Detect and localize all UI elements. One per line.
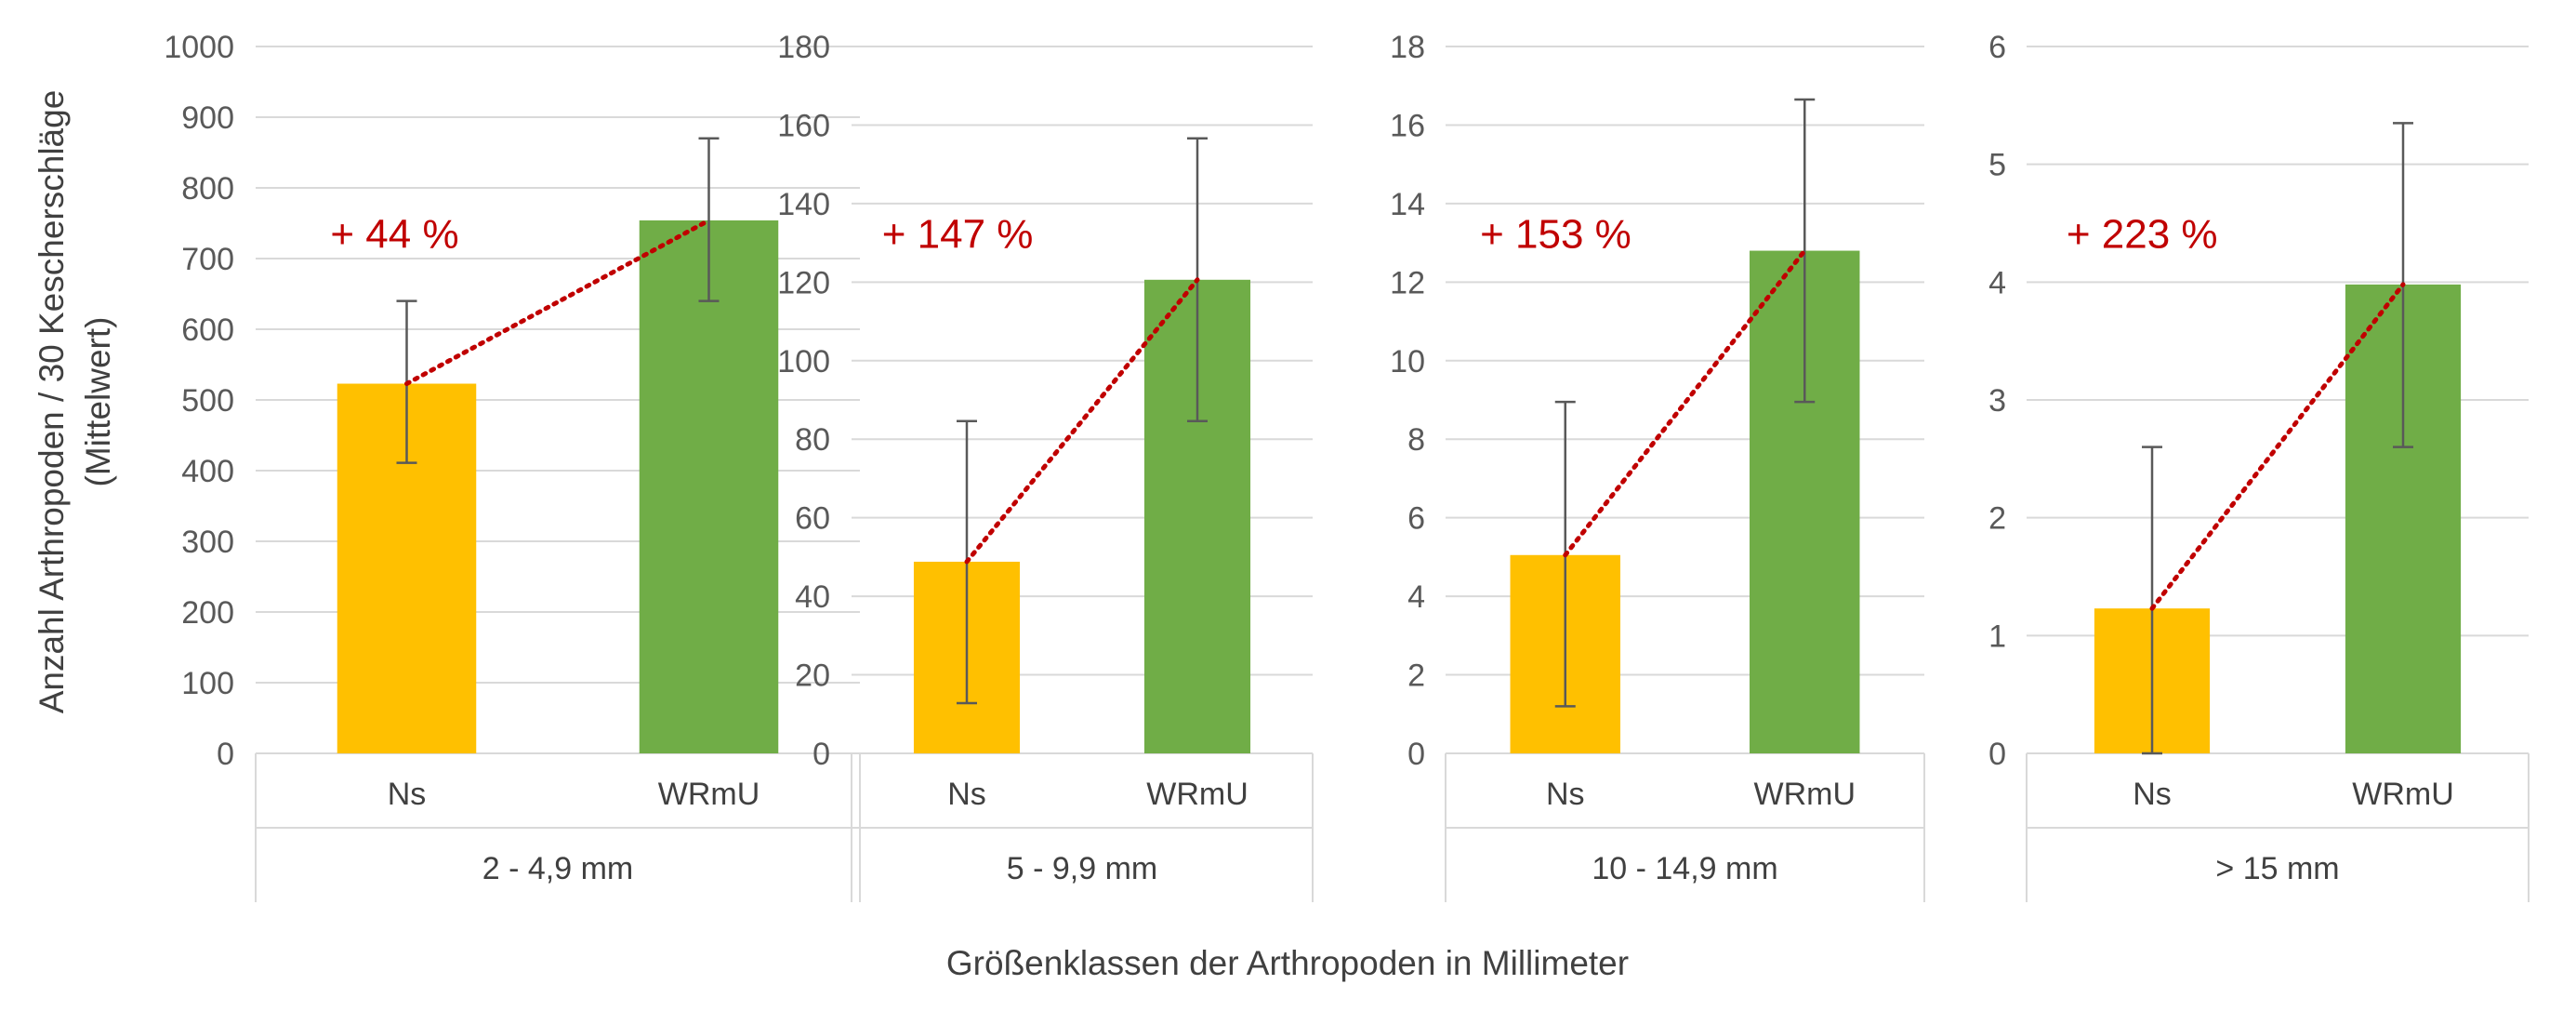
y-tick-label: 8	[1407, 422, 1425, 458]
y-tick-label: 120	[777, 265, 830, 300]
trend-connector	[404, 218, 711, 387]
bar-wrmu	[639, 219, 779, 753]
y-tick-label: 900	[181, 100, 234, 136]
percent-annotation: + 223 %	[2067, 212, 2218, 258]
y-tick-label: 600	[181, 313, 234, 348]
y-tick-label: 100	[181, 666, 234, 701]
y-tick-label: 20	[795, 658, 830, 694]
y-tick-label: 180	[777, 30, 830, 65]
chart-panel: 0 2 4 6 8 10 12 14 16 18 Ns WRmU + 153 % 10 - 14,9 mm	[1390, 30, 1925, 902]
category-label: WRmU	[2352, 777, 2454, 812]
y-tick-label: 40	[795, 579, 830, 615]
y-tick-label: 0	[217, 737, 234, 772]
y-tick-label: 6	[1988, 30, 2006, 65]
y-tick-label: 14	[1390, 187, 1425, 222]
y-tick-label: 3	[1988, 383, 2006, 419]
y-tick-label: 200	[181, 595, 234, 631]
y-tick-label: 0	[812, 737, 830, 772]
category-label: Ns	[2133, 777, 2172, 812]
y-tick-label: 12	[1390, 265, 1425, 300]
y-tick-label: 18	[1390, 30, 1425, 65]
chart-panel: 0 20 40 60 80 100 120 140 160 180 Ns WRmU + 147 % 5 -…	[777, 30, 1314, 902]
group-label: > 15 mm	[2215, 851, 2339, 886]
y-tick-label: 80	[795, 422, 830, 458]
y-tick-label: 140	[777, 187, 830, 222]
group-label: 2 - 4,9 mm	[482, 851, 633, 886]
percent-annotation: + 147 %	[882, 212, 1034, 258]
y-tick-label: 700	[181, 242, 234, 277]
y-tick-label: 6	[1407, 501, 1425, 537]
y-tick-label: 16	[1390, 108, 1425, 143]
group-label: 10 - 14,9 mm	[1592, 851, 1777, 886]
y-tick-label: 4	[1407, 579, 1425, 615]
category-label: WRmU	[1753, 777, 1856, 812]
chart-panel: 0 1 2 3 4 5 6 Ns WRmU + 223 % > 15 mm	[1988, 30, 2530, 902]
category-label: Ns	[947, 777, 986, 812]
y-tick-label: 4	[1988, 265, 2006, 300]
trend-connector	[1563, 248, 1807, 558]
y-axis-label: Anzahl Arthropoden / 30 Kescherschläge	[33, 90, 71, 714]
x-axis-label: Größenklassen der Arthropoden in Millime…	[946, 944, 1629, 982]
y-tick-label: 1	[1988, 619, 2006, 654]
group-label: 5 - 9,9 mm	[1007, 851, 1157, 886]
y-tick-label: 400	[181, 454, 234, 489]
y-tick-label: 0	[1407, 737, 1425, 772]
y-tick-label: 5	[1988, 148, 2006, 183]
y-tick-label: 160	[777, 108, 830, 143]
category-label: Ns	[1546, 777, 1585, 812]
y-tick-label: 300	[181, 525, 234, 560]
trend-connector	[2149, 282, 2406, 611]
y-tick-label: 1000	[164, 30, 234, 65]
y-tick-label: 100	[777, 344, 830, 379]
y-tick-label: 2	[1988, 501, 2006, 537]
y-axis-label-unit: (Mittelwert)	[79, 317, 117, 487]
trend-connector	[964, 277, 1200, 565]
category-label: Ns	[388, 777, 427, 812]
category-label: WRmU	[658, 777, 760, 812]
y-tick-label: 2	[1407, 658, 1425, 694]
category-label: WRmU	[1146, 777, 1248, 812]
percent-annotation: + 44 %	[330, 212, 458, 258]
y-tick-label: 800	[181, 171, 234, 206]
y-tick-label: 0	[1988, 737, 2006, 772]
percent-annotation: + 153 %	[1480, 212, 1631, 258]
y-tick-label: 60	[795, 501, 830, 537]
y-tick-label: 10	[1390, 344, 1425, 379]
y-tick-label: 500	[181, 383, 234, 419]
